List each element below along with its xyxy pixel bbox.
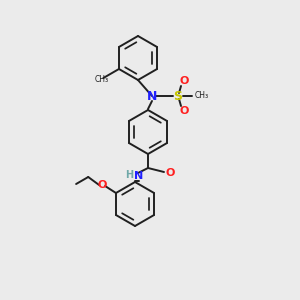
Text: O: O bbox=[179, 76, 189, 86]
Text: H: H bbox=[125, 170, 133, 180]
Text: CH₃: CH₃ bbox=[94, 74, 109, 83]
Text: O: O bbox=[179, 106, 189, 116]
Text: O: O bbox=[98, 180, 107, 190]
Text: O: O bbox=[165, 168, 175, 178]
Text: N: N bbox=[147, 89, 157, 103]
Text: N: N bbox=[134, 171, 144, 181]
Text: CH₃: CH₃ bbox=[195, 92, 209, 100]
Text: S: S bbox=[173, 89, 182, 103]
